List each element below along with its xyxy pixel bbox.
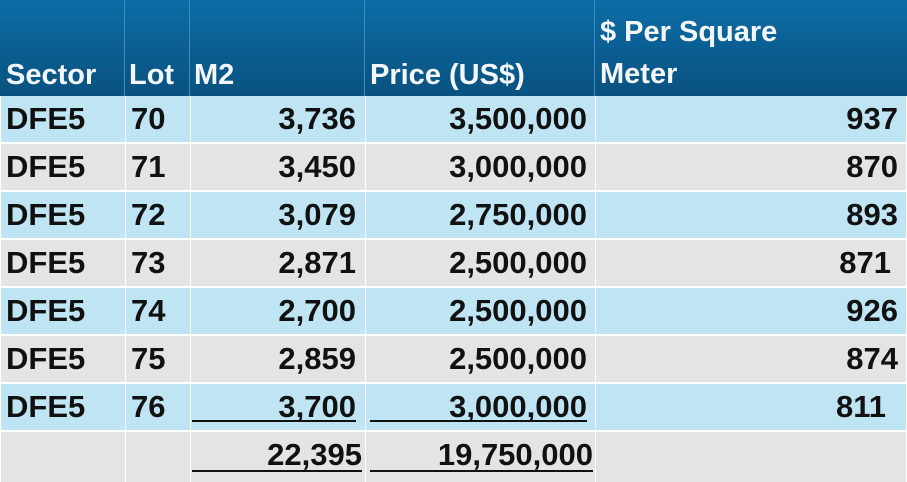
cell-m2: 2,871 [278, 245, 356, 280]
cell-sector: DFE5 [6, 101, 86, 136]
cell-sector: DFE5 [6, 245, 86, 280]
cell-lot: 71 [131, 149, 166, 184]
cell-per-sqm: 926 [846, 293, 898, 328]
column-divider [365, 96, 366, 482]
table-row: DFE5 73 2,871 2,500,000 871 [0, 240, 907, 288]
cell-price: 2,500,000 [449, 245, 587, 280]
cell-lot: 72 [131, 197, 166, 232]
cell-sector: DFE5 [6, 149, 86, 184]
cell-price: 3,500,000 [449, 101, 587, 136]
header-lot: Lot [129, 59, 175, 91]
table-row: DFE5 70 3,736 3,500,000 937 [0, 96, 907, 144]
cell-price: 3,000,000 [449, 389, 587, 424]
table-row: DFE5 75 2,859 2,500,000 874 [0, 336, 907, 384]
total-m2: 22,395 [267, 437, 362, 472]
header-cell-sector [0, 0, 125, 96]
header-sector: Sector [6, 59, 97, 91]
cell-lot: 75 [131, 341, 166, 376]
cell-m2: 2,859 [278, 341, 356, 376]
total-underline-m2 [192, 470, 362, 472]
column-divider [125, 96, 126, 482]
table-left-border [0, 96, 1, 482]
cell-per-sqm: 871 [839, 245, 891, 280]
header-m2: M2 [194, 59, 235, 91]
cell-lot: 73 [131, 245, 166, 280]
total-underline-price [370, 470, 593, 472]
totals-row: 22,395 19,750,000 [0, 432, 907, 482]
subtotal-underline-m2 [192, 420, 356, 422]
cell-per-sqm: 811 [835, 389, 886, 424]
table-row: DFE5 76 3,700 3,000,000 811 [0, 384, 907, 432]
cell-per-sqm: 870 [846, 149, 898, 184]
cell-lot: 74 [131, 293, 166, 328]
cell-m2: 3,736 [278, 101, 356, 136]
header-per-sqm-line2: Meter [600, 58, 678, 90]
header-per-sqm-line1: $ Per Square [600, 16, 778, 48]
cell-per-sqm: 893 [846, 197, 898, 232]
table-row: DFE5 71 3,450 3,000,000 870 [0, 144, 907, 192]
table-header: Sector Lot M2 Price (US$) $ Per Square M… [0, 0, 907, 96]
cell-per-sqm: 874 [846, 341, 898, 376]
cell-price: 3,000,000 [449, 149, 587, 184]
subtotal-underline-price [370, 420, 587, 422]
header-price: Price (US$) [370, 59, 525, 91]
cell-price: 2,500,000 [449, 293, 587, 328]
total-price: 19,750,000 [437, 437, 593, 472]
column-divider [190, 96, 191, 482]
cell-m2: 3,700 [278, 389, 356, 424]
cell-m2: 2,700 [278, 293, 356, 328]
header-cell-m2 [190, 0, 365, 96]
cell-lot: 70 [131, 101, 166, 136]
cell-price: 2,750,000 [449, 197, 587, 232]
cell-per-sqm: 937 [846, 101, 898, 136]
table-row: DFE5 74 2,700 2,500,000 926 [0, 288, 907, 336]
cell-sector: DFE5 [6, 293, 86, 328]
cell-sector: DFE5 [6, 389, 86, 424]
column-divider [595, 96, 596, 482]
cell-sector: DFE5 [6, 341, 86, 376]
cell-m2: 3,450 [278, 149, 356, 184]
table-row: DFE5 72 3,079 2,750,000 893 [0, 192, 907, 240]
header-cell-lot [125, 0, 190, 96]
cell-m2: 3,079 [278, 197, 356, 232]
cell-price: 2,500,000 [449, 341, 587, 376]
cell-sector: DFE5 [6, 197, 86, 232]
header-cell-price [365, 0, 595, 96]
cell-lot: 76 [131, 389, 166, 424]
